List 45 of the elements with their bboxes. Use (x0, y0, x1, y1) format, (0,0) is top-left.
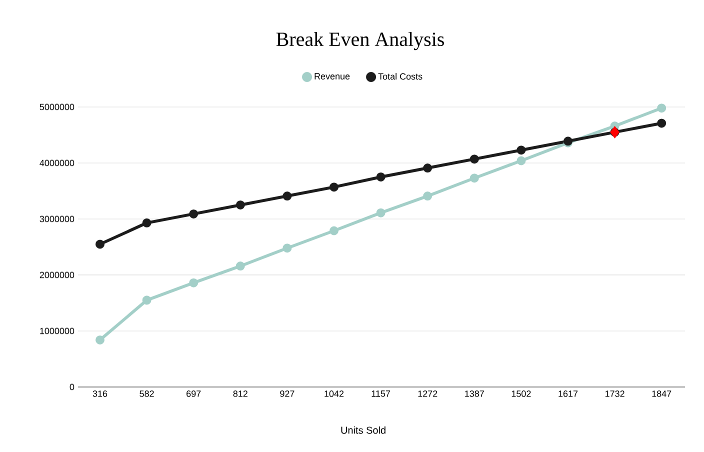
x-tick-label: 1272 (418, 390, 438, 397)
x-axis-title: Units Sold (341, 426, 386, 434)
point (657, 118, 666, 128)
point (282, 192, 292, 201)
legend-label: Revenue (314, 73, 350, 80)
x-tick-label: 1157 (372, 390, 390, 397)
point (282, 244, 292, 253)
point (142, 218, 152, 228)
x-tick-label: 927 (280, 390, 294, 397)
y-tick-label: 5000000 (40, 104, 74, 110)
point (470, 174, 479, 183)
point (236, 262, 245, 271)
point (189, 209, 198, 218)
point (96, 240, 105, 249)
point (516, 156, 526, 166)
point (423, 192, 432, 201)
y-tick-label: 2000000 (40, 272, 74, 278)
x-tick-label: 1387 (465, 390, 484, 397)
point (142, 296, 152, 305)
point (516, 146, 526, 155)
x-tick-label: 316 (92, 390, 108, 397)
x-tick-label: 1732 (605, 390, 624, 397)
x-tick-label: 582 (140, 390, 154, 397)
x-tick-label: 1042 (324, 390, 344, 397)
x-tick-label: 812 (233, 390, 248, 397)
y-tick-label: 4000000 (40, 160, 74, 166)
y-tick-label: 1000000 (40, 328, 74, 334)
x-tick-label: 1847 (652, 390, 672, 397)
point (189, 278, 198, 288)
y-tick-label: 0 (70, 384, 74, 390)
x-tick-label: 697 (186, 390, 201, 397)
x-tick-label: 1617 (558, 390, 578, 397)
chart-title: Break Even Analysis (276, 32, 444, 50)
point (376, 172, 386, 182)
point (376, 208, 386, 218)
point (96, 335, 105, 344)
point (423, 164, 432, 173)
point (330, 182, 338, 192)
point (470, 154, 479, 164)
y-tick-label: 3000000 (40, 216, 74, 222)
point (330, 226, 338, 236)
point (236, 200, 245, 210)
point (657, 104, 666, 113)
x-tick-label: 1502 (512, 390, 531, 397)
legend-label: Total Costs (378, 73, 422, 80)
